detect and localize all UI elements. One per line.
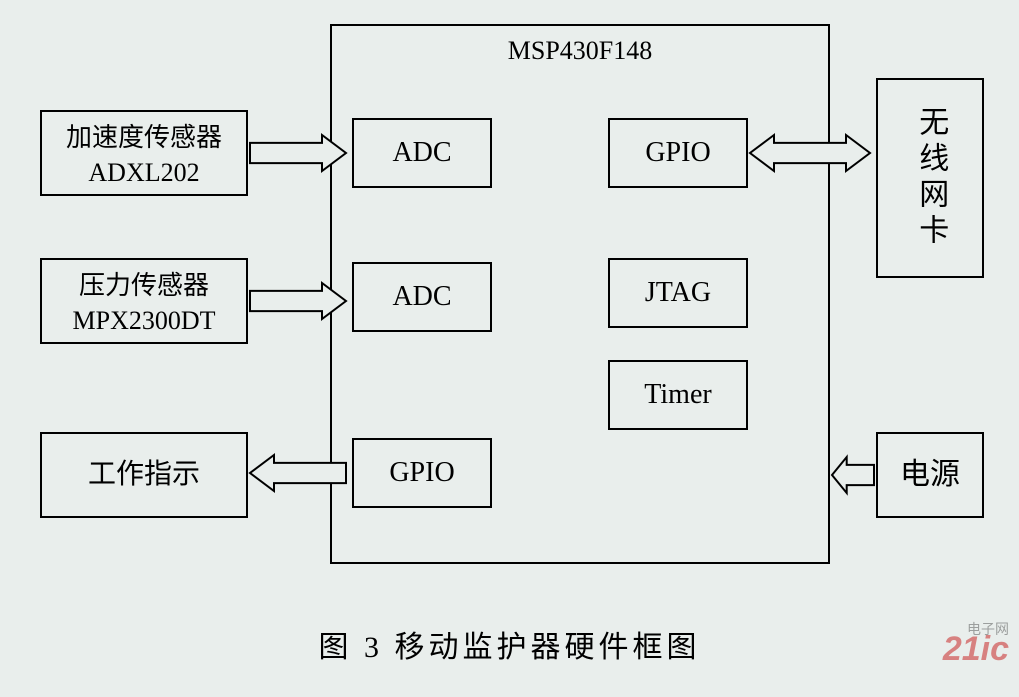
power-box: 电源 bbox=[876, 432, 984, 518]
gpio-to-indic-arrow bbox=[250, 455, 346, 491]
timer-box: Timer bbox=[608, 360, 748, 430]
press-line2: MPX2300DT bbox=[72, 306, 215, 335]
indic-label: 工作指示 bbox=[88, 456, 200, 494]
accel-to-adc1-arrow bbox=[250, 135, 346, 171]
jtag-box: JTAG bbox=[608, 258, 748, 328]
wlan-box: 无线网卡 bbox=[876, 78, 984, 278]
mcu-title: MSP430F148 bbox=[450, 36, 710, 66]
gpio-to-wlan-arrow bbox=[750, 135, 870, 171]
timer-label: Timer bbox=[644, 376, 711, 414]
accel-line1: 加速度传感器 bbox=[66, 123, 222, 152]
jtag-label: JTAG bbox=[645, 274, 711, 312]
power-label: 电源 bbox=[900, 455, 960, 496]
gpio-left-box: GPIO bbox=[352, 438, 492, 508]
gpio-left-label: GPIO bbox=[389, 454, 454, 492]
pressure-sensor-box: 压力传感器 MPX2300DT bbox=[40, 258, 248, 344]
power-to-mcu-arrow bbox=[832, 457, 874, 493]
accel-line2: ADXL202 bbox=[88, 158, 199, 187]
adc2-box: ADC bbox=[352, 262, 492, 332]
press-line1: 压力传感器 bbox=[79, 271, 209, 300]
figure-caption: 图 3 移动监护器硬件框图 bbox=[0, 622, 1019, 666]
press-to-adc2-arrow bbox=[250, 283, 346, 319]
adc1-box: ADC bbox=[352, 118, 492, 188]
adc1-label: ADC bbox=[392, 134, 451, 172]
gpio-right-label: GPIO bbox=[645, 134, 710, 172]
gpio-right-box: GPIO bbox=[608, 118, 748, 188]
accel-sensor-box: 加速度传感器 ADXL202 bbox=[40, 110, 248, 196]
watermark-brand: 21ic bbox=[943, 630, 1009, 669]
wlan-label: 无线网卡 bbox=[910, 106, 951, 250]
diagram-canvas: MSP430F148 加速度传感器 ADXL202 压力传感器 MPX2300D… bbox=[0, 0, 1019, 697]
adc2-label: ADC bbox=[392, 278, 451, 316]
indicator-box: 工作指示 bbox=[40, 432, 248, 518]
